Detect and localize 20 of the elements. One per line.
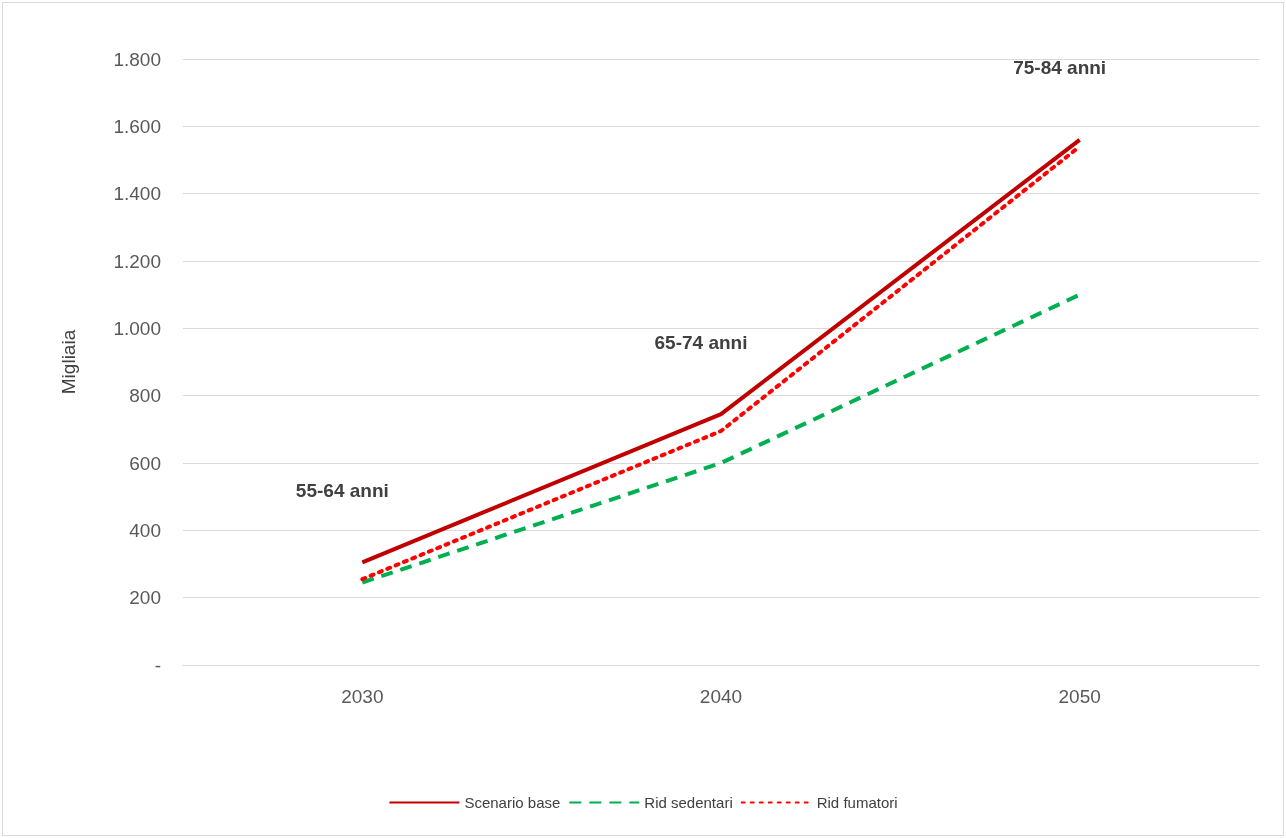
x-tick-label: 2030 bbox=[341, 686, 384, 707]
x-tick-label: 2040 bbox=[699, 686, 743, 707]
y-axis-title: Migliaia bbox=[58, 329, 79, 395]
y-tick-label: 1.200 bbox=[113, 250, 161, 272]
annotation: 75-84 anni bbox=[1013, 57, 1107, 79]
y-tick-label: 1.600 bbox=[113, 115, 161, 137]
y-tick-label: 400 bbox=[129, 519, 161, 541]
y-tick-label: 1.000 bbox=[113, 317, 161, 339]
legend-label: Rid fumatori bbox=[816, 794, 898, 811]
x-tick-label: 2050 bbox=[1058, 686, 1101, 707]
y-tick-label: 200 bbox=[129, 587, 161, 609]
legend-label: Scenario base bbox=[464, 794, 561, 811]
legend-label: Rid sedentari bbox=[644, 794, 733, 811]
y-tick-label: 800 bbox=[129, 385, 161, 407]
annotation: 65-74 anni bbox=[654, 331, 748, 353]
y-tick-label: 600 bbox=[129, 452, 161, 474]
annotation: 55-64 anni bbox=[295, 479, 389, 501]
y-tick-label: - bbox=[154, 654, 161, 676]
y-tick-label: 1.800 bbox=[113, 48, 161, 70]
y-tick-label: 1.400 bbox=[113, 183, 161, 205]
